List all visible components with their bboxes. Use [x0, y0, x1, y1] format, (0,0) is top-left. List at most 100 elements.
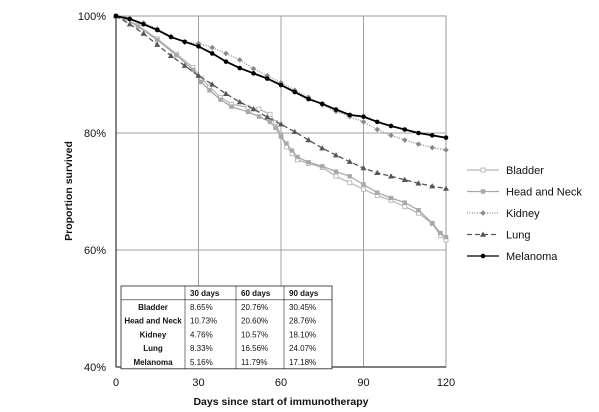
legend-label-melanoma: Melanoma — [506, 251, 558, 263]
series-line-head-and-neck — [115, 15, 447, 238]
data-point-melanoma — [251, 71, 256, 76]
data-point-melanoma — [361, 114, 366, 119]
data-point-melanoma — [333, 107, 339, 112]
table-cell: 20.60% — [241, 317, 268, 326]
x-tick-label: 0 — [113, 377, 119, 389]
y-tick-label: 60% — [84, 245, 106, 257]
data-point-kidney — [209, 44, 216, 51]
data-point-lung — [278, 121, 284, 127]
data-point-melanoma — [154, 27, 160, 33]
series-lines — [113, 13, 449, 243]
data-point-head-and-neck — [278, 134, 284, 139]
table-cell: 17.18% — [289, 358, 316, 367]
data-point-kidney — [429, 144, 436, 151]
table-row-label: Lung — [143, 344, 163, 353]
data-point-melanoma — [306, 96, 311, 102]
data-point-lung — [264, 114, 271, 120]
data-point-melanoma — [264, 76, 270, 81]
y-tick-label: 80% — [84, 128, 106, 140]
data-point-head-and-neck — [333, 169, 339, 174]
table-cell: 5.16% — [190, 358, 213, 367]
data-point-head-and-neck — [174, 52, 179, 58]
data-point-melanoma — [388, 123, 394, 129]
legend-label-head-and-neck: Head and Neck — [506, 187, 582, 199]
legend-label-lung: Lung — [506, 230, 530, 242]
data-point-kidney — [374, 126, 381, 133]
table-header-cell: 90 days — [289, 289, 319, 298]
y-tick-label: 40% — [84, 362, 106, 374]
data-point-lung — [305, 137, 312, 143]
table-cell: 28.76% — [289, 317, 316, 326]
data-point-lung — [374, 169, 381, 175]
data-point-head-and-neck — [361, 182, 366, 187]
data-point-head-and-neck — [267, 119, 273, 125]
table-row-label: Head and Neck — [124, 317, 182, 326]
data-point-head-and-neck — [273, 125, 278, 130]
data-point-kidney — [401, 137, 408, 143]
data-point-lung — [154, 41, 161, 47]
data-point-lung — [126, 21, 133, 27]
data-point-kidney — [236, 57, 243, 63]
data-point-lung — [140, 30, 147, 36]
data-point-lung — [195, 72, 202, 78]
data-point-melanoma — [429, 133, 435, 138]
data-point-melanoma — [196, 44, 201, 49]
x-tick-label: 120 — [437, 377, 455, 389]
data-point-melanoma — [237, 65, 243, 71]
table-header-cell: 30 days — [190, 289, 220, 298]
data-point-bladder — [267, 111, 273, 117]
tick-labels: 0 30 60 90 120 40% 60% 80% 100% — [78, 11, 455, 389]
data-point-lung — [415, 180, 422, 186]
data-point-head-and-neck — [402, 200, 407, 205]
data-point-head-and-neck — [218, 97, 223, 102]
data-point-head-and-neck — [430, 220, 435, 226]
data-point-lung — [181, 62, 188, 68]
data-point-lung — [236, 98, 243, 105]
data-point-head-and-neck — [320, 164, 325, 169]
table-cell: 11.79% — [241, 358, 268, 367]
legend-label-kidney: Kidney — [506, 208, 540, 220]
legend-marker-bladder — [480, 167, 486, 173]
table-cell: 24.07% — [289, 344, 316, 353]
data-point-head-and-neck — [245, 109, 251, 115]
x-tick-label: 30 — [192, 377, 204, 389]
data-point-kidney — [443, 147, 449, 153]
data-point-melanoma — [319, 101, 325, 107]
data-point-bladder — [361, 186, 366, 192]
legend-marker-melanoma — [480, 253, 486, 259]
x-axis-title: Days since start of immunotherapy — [193, 396, 368, 408]
legend-marker-head-and-neck — [480, 189, 486, 194]
data-point-bladder — [333, 173, 339, 179]
data-point-melanoma — [374, 119, 380, 125]
data-point-head-and-neck — [375, 190, 380, 195]
mortality-table: 30 days 60 days 90 days Bladder 8.65% 20.76% 3… — [120, 285, 333, 370]
table-row-label: Melanoma — [133, 358, 173, 367]
table-cell: 20.76% — [241, 303, 268, 312]
data-point-lung — [291, 128, 298, 135]
y-tick-label: 100% — [78, 11, 106, 23]
data-point-lung — [333, 152, 339, 158]
data-point-lung — [168, 52, 174, 58]
data-point-bladder — [402, 204, 408, 210]
legend-marker-kidney — [480, 210, 486, 216]
table-row-label: Kidney — [140, 330, 167, 339]
data-point-lung — [360, 165, 367, 171]
table-cell: 10.73% — [190, 317, 217, 326]
table-row-label: Bladder — [138, 303, 168, 312]
data-point-head-and-neck — [256, 114, 262, 119]
data-point-head-and-neck — [289, 148, 295, 153]
data-point-head-and-neck — [135, 24, 141, 29]
data-point-lung — [209, 81, 216, 87]
data-point-lung — [401, 176, 408, 182]
data-point-melanoma — [402, 127, 408, 132]
legend: Bladder Head and Neck Kidney Lung Melanoma — [467, 165, 582, 263]
data-point-kidney — [415, 141, 422, 147]
table-cell: 10.57% — [241, 330, 268, 339]
data-point-melanoma — [168, 34, 174, 40]
table-frame — [120, 285, 333, 370]
data-point-melanoma — [278, 82, 284, 88]
data-point-melanoma — [127, 16, 133, 22]
data-point-kidney — [250, 65, 257, 72]
data-point-lung — [346, 158, 353, 164]
y-axis-title: Proportion survived — [63, 141, 75, 241]
